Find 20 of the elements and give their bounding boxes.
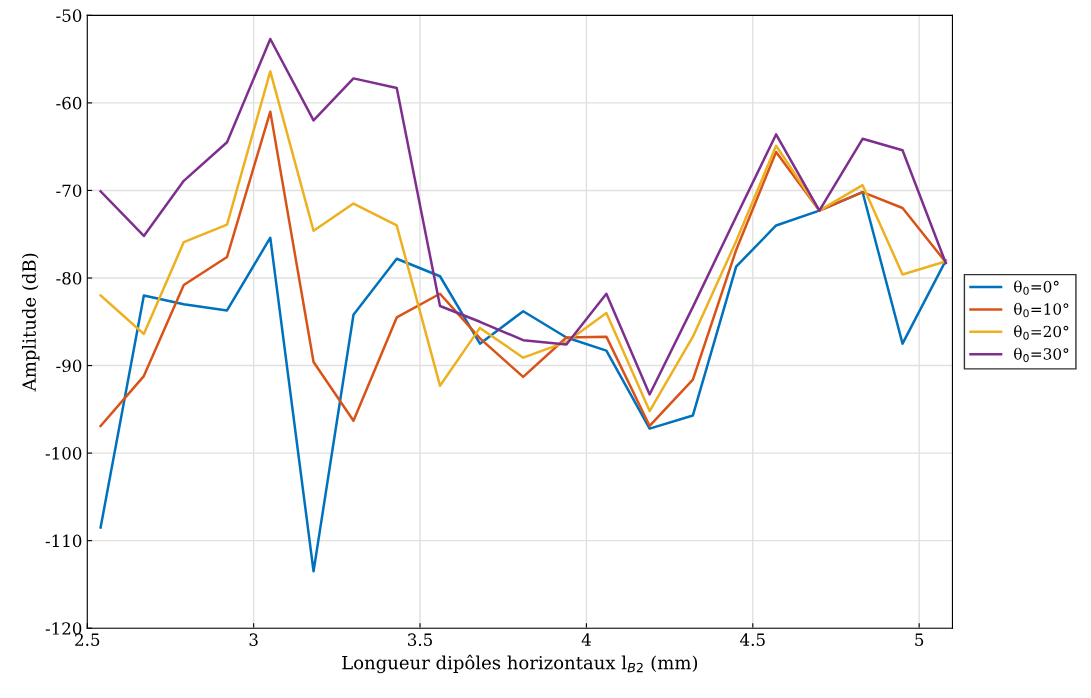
legend-label: θ$_{0}$=0° (1014, 280, 1059, 295)
x-axis-title: Longueur dipôles horizontaux l$_{B2}$ (mm) (342, 654, 698, 674)
y-tick-label: -90 (56, 359, 82, 373)
x-tick-label: 2.5 (75, 633, 100, 646)
legend-label: θ$_{0}$=20° (1014, 325, 1069, 340)
x-tick-label: 4.5 (740, 633, 765, 646)
x-tick-label: 3 (249, 633, 258, 646)
y-tick-label: -80 (56, 271, 82, 285)
legend-label: θ$_{0}$=10° (1014, 302, 1069, 318)
y-tick-label: -50 (56, 9, 82, 22)
x-tick-label: 4 (581, 633, 591, 646)
y-tick-label: -120 (45, 622, 82, 635)
y-tick-label: -100 (45, 447, 82, 460)
x-tick-label: 5 (915, 633, 924, 646)
legend-label: θ$_{0}$=30° (1014, 347, 1069, 363)
y-tick-label: -60 (56, 96, 82, 110)
y-tick-label: -70 (56, 184, 82, 198)
x-tick-label: 3.5 (408, 633, 432, 646)
y-tick-label: -110 (45, 534, 82, 548)
y-axis-title: Amplitude (dB) (21, 253, 40, 392)
